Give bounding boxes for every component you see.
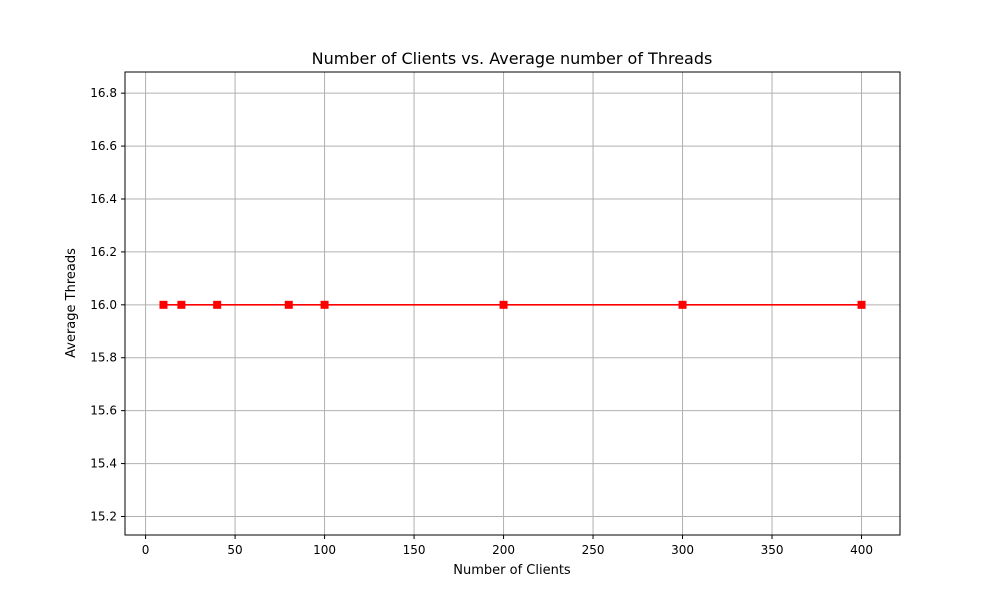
y-tick-label: 16.2 <box>90 245 117 259</box>
x-tick-label: 400 <box>850 543 873 557</box>
y-tick-label: 15.2 <box>90 509 117 523</box>
y-tick-label: 16.8 <box>90 86 117 100</box>
data-point-marker <box>320 300 329 309</box>
x-tick-label: 50 <box>227 543 242 557</box>
x-tick-label: 200 <box>492 543 515 557</box>
data-point-marker <box>857 300 866 309</box>
y-tick-label: 15.4 <box>90 457 117 471</box>
x-tick-label: 150 <box>403 543 426 557</box>
y-axis: 15.2 15.4 15.6 15.8 16.0 16.2 16.4 16.6 16.8 <box>90 86 125 523</box>
data-point-marker <box>213 300 222 309</box>
y-tick-label: 16.6 <box>90 139 117 153</box>
data-point-marker <box>177 300 186 309</box>
x-axis: 0 50 100 150 200 250 300 350 400 <box>142 535 873 557</box>
x-tick-label: 300 <box>671 543 694 557</box>
x-tick-label: 250 <box>582 543 605 557</box>
data-point-marker <box>159 300 168 309</box>
series-layer <box>159 300 866 309</box>
x-axis-label: Number of Clients <box>453 563 571 578</box>
data-point-marker <box>678 300 687 309</box>
x-tick-label: 0 <box>142 543 150 557</box>
data-point-marker <box>499 300 508 309</box>
data-point-marker <box>284 300 293 309</box>
y-tick-label: 16.4 <box>90 192 117 206</box>
plot-area-frame <box>124 71 901 536</box>
x-tick-label: 100 <box>313 543 336 557</box>
x-tick-label: 350 <box>761 543 784 557</box>
y-axis-label: Average Threads <box>64 248 79 358</box>
y-tick-label: 15.8 <box>90 351 117 365</box>
y-tick-label: 16.0 <box>90 298 117 312</box>
chart-title: Number of Clients vs. Average number of … <box>312 49 713 68</box>
y-tick-label: 15.6 <box>90 404 117 418</box>
